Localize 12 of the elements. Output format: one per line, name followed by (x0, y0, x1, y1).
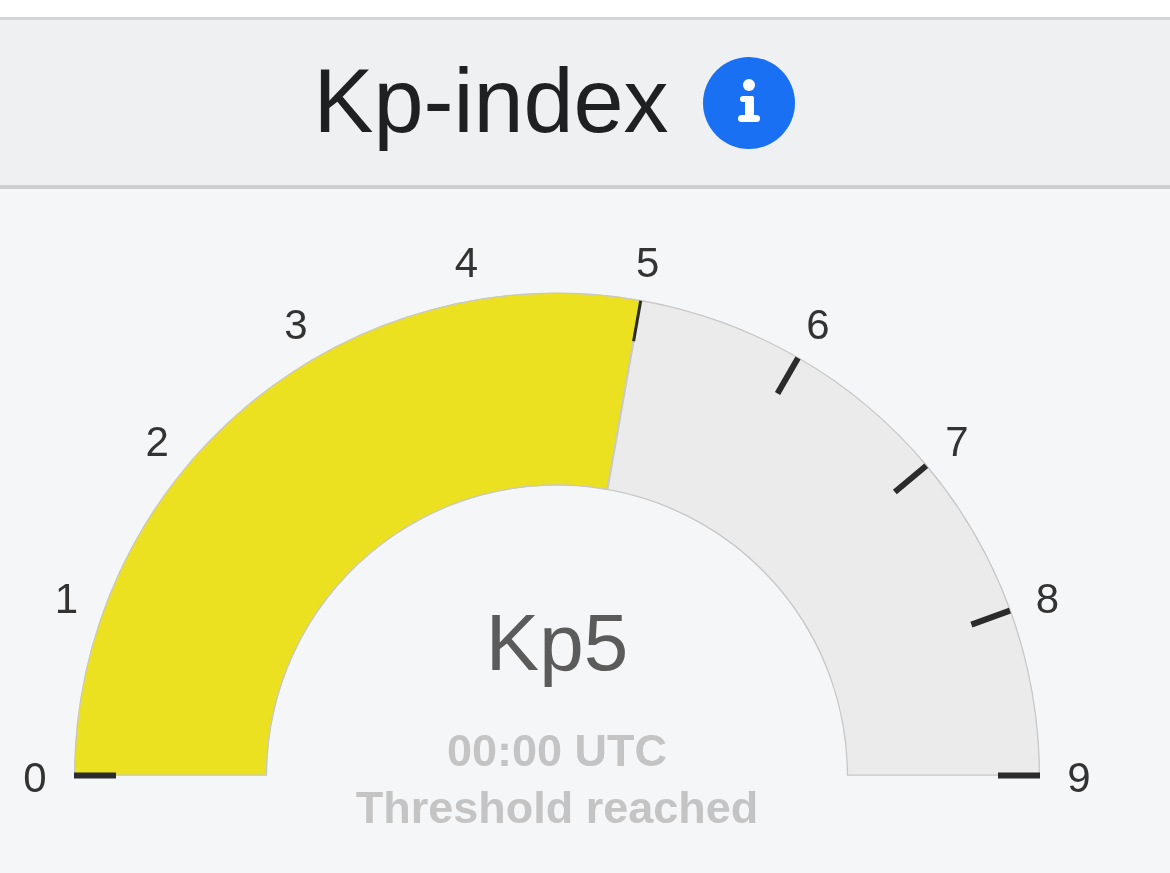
text: 9 (1067, 753, 1091, 801)
text: 6 (806, 301, 830, 349)
text: 3 (284, 301, 308, 349)
text: 7 (945, 417, 969, 465)
text: 5 (635, 239, 660, 287)
text: 0 (23, 753, 47, 801)
data-label: Kp5 (485, 597, 629, 687)
text: 8 (1035, 574, 1060, 622)
text: 2 (145, 417, 169, 465)
chart-title: Kp-index (313, 50, 669, 151)
text: 1 (54, 574, 79, 622)
text: 4 (454, 239, 479, 287)
